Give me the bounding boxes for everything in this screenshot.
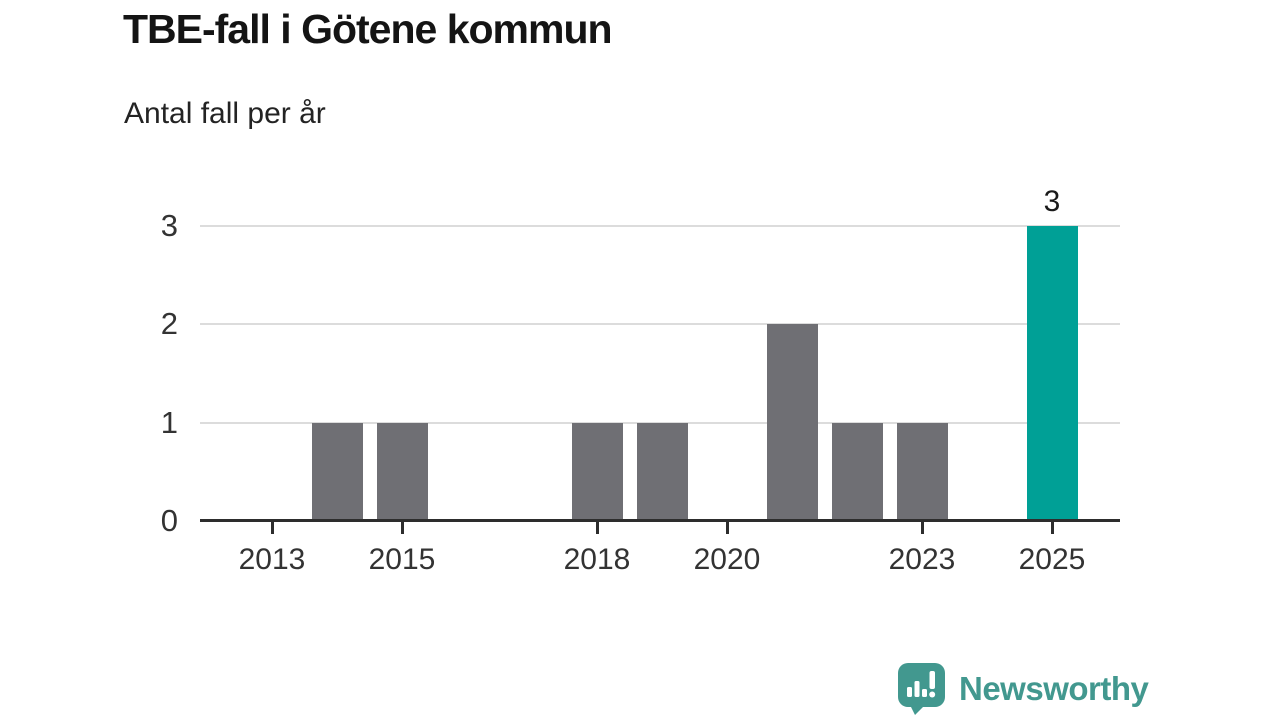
bar-2018 (571, 422, 623, 521)
x-axis-label: 2015 (368, 543, 436, 576)
x-tick-mark (1050, 522, 1054, 534)
bar-2022 (831, 422, 883, 521)
bar-value-label: 3 (1043, 185, 1061, 218)
x-axis-label: 2013 (238, 543, 306, 576)
x-axis-line (200, 519, 1120, 522)
brand-logo-text: Newsworthy (959, 670, 1149, 707)
bar-2014 (311, 422, 363, 521)
x-tick-mark (725, 522, 729, 534)
newsworthy-logo-icon (898, 663, 945, 715)
x-tick-mark (920, 522, 924, 534)
y-axis-label: 2 (160, 306, 178, 342)
y-axis-label: 3 (160, 208, 178, 243)
x-axis-label: 2020 (693, 543, 761, 576)
brand-logo: Newsworthy (898, 663, 1149, 715)
gridline (200, 225, 1120, 227)
x-tick-mark (270, 522, 274, 534)
x-axis-label: 2025 (1018, 543, 1086, 576)
x-axis-label: 2023 (888, 543, 956, 576)
y-axis-label: 1 (160, 404, 178, 440)
bar-2023 (896, 422, 948, 521)
bar-2019 (636, 422, 688, 521)
bar-2015 (376, 422, 428, 521)
bar-2021 (766, 324, 818, 521)
x-tick-mark (400, 522, 404, 534)
y-axis-label: 0 (160, 503, 178, 538)
x-axis-label: 2018 (563, 543, 631, 576)
chart-subtitle: Antal fall per år (124, 97, 326, 130)
bar-2025 (1026, 226, 1078, 521)
x-tick-mark (595, 522, 599, 534)
gridline (200, 323, 1120, 326)
chart-title: TBE-fall i Götene kommun (123, 6, 613, 52)
